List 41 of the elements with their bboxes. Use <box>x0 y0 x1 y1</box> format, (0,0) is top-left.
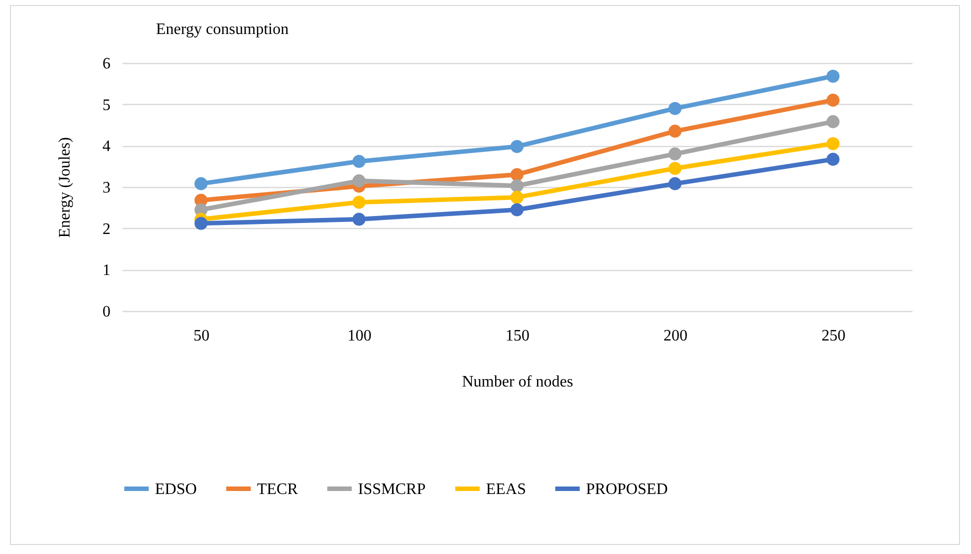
y-tick-label: 4 <box>102 138 110 156</box>
x-tick-label: 50 <box>194 328 210 344</box>
legend-label: TECR <box>257 480 298 498</box>
point <box>668 177 682 190</box>
y-tick-label: 0 <box>102 304 110 320</box>
point <box>668 124 682 138</box>
legend-label: EDSO <box>155 480 197 498</box>
y-tick-label: 5 <box>102 96 110 114</box>
point <box>510 179 524 192</box>
chart-title: Energy consumption <box>156 21 289 38</box>
point <box>668 102 682 115</box>
point <box>352 212 366 226</box>
legend-label: ISSMCRP <box>358 480 426 498</box>
point <box>668 162 682 175</box>
point <box>826 137 840 150</box>
legend-label: EEAS <box>486 480 526 498</box>
point <box>826 94 840 107</box>
point <box>510 203 524 216</box>
point <box>352 174 366 188</box>
y-tick-label: 1 <box>102 262 110 280</box>
point <box>352 196 366 209</box>
point <box>510 190 524 204</box>
point <box>194 177 208 190</box>
y-tick-label: 3 <box>102 180 110 196</box>
x-tick-label: 100 <box>348 328 372 344</box>
x-tick-label: 200 <box>664 328 688 344</box>
y-axis-title: Energy (Joules) <box>56 137 74 238</box>
y-tick-label: 6 <box>102 56 110 72</box>
x-axis-title: Number of nodes <box>462 374 574 390</box>
point <box>510 140 524 153</box>
legend-label: PROPOSED <box>586 480 668 498</box>
point <box>194 216 208 230</box>
point <box>352 154 366 168</box>
y-tick-label: 2 <box>102 220 110 238</box>
point <box>826 115 840 128</box>
point <box>826 152 840 166</box>
point <box>668 147 682 160</box>
point <box>510 168 524 182</box>
x-tick-label: 250 <box>822 328 846 344</box>
x-tick-label: 150 <box>506 328 530 344</box>
point <box>826 70 840 83</box>
